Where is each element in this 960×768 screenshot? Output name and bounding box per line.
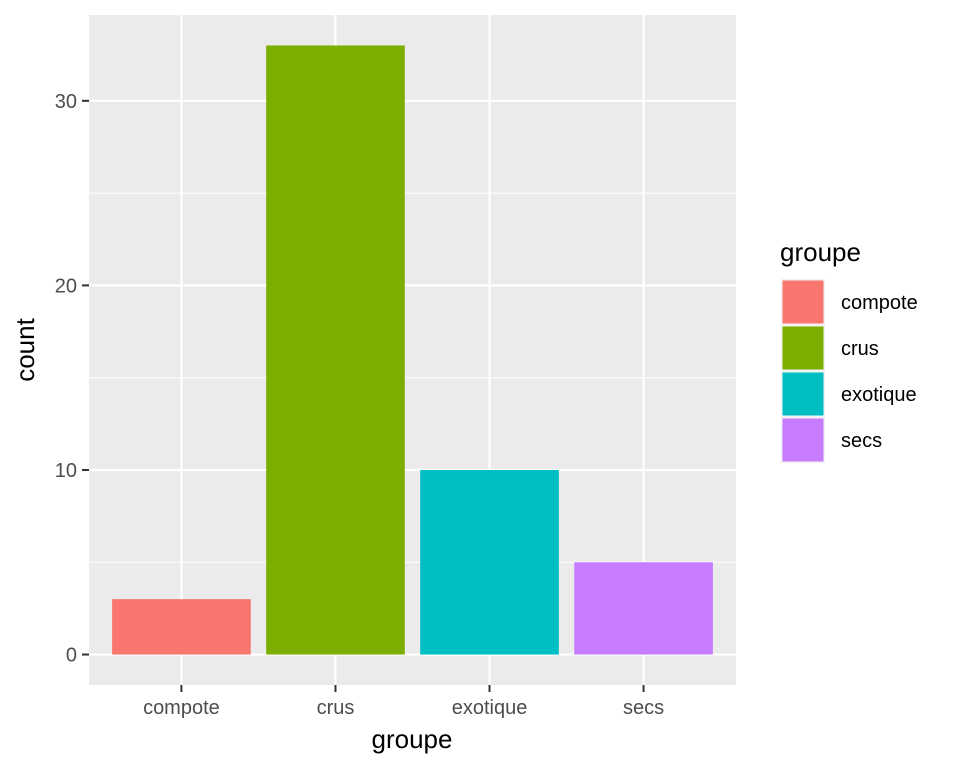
legend-swatch-secs [782, 418, 824, 462]
legend-swatch-crus [782, 326, 824, 370]
x-tick-label: exotique [452, 697, 528, 719]
y-axis: 0 10 20 30 [55, 91, 89, 667]
legend-label: compote [841, 292, 918, 314]
legend-swatch-exotique [782, 372, 824, 416]
x-tick-label: crus [317, 697, 355, 719]
bars [112, 45, 713, 655]
legend-label: secs [841, 430, 882, 452]
y-tick-label: 0 [66, 645, 77, 667]
y-tick-label: 30 [55, 91, 77, 113]
legend-label: crus [841, 338, 879, 360]
legend-title: groupe [780, 237, 861, 267]
x-tick-label: secs [623, 697, 664, 719]
y-tick-label: 10 [55, 460, 77, 482]
bar-secs [574, 562, 713, 655]
x-axis: compote crus exotique secs [143, 685, 664, 719]
x-axis-title: groupe [372, 724, 453, 754]
y-tick-label: 20 [55, 275, 77, 297]
legend: groupe compote crus exotique secs [780, 237, 918, 463]
bar-compote [112, 599, 251, 655]
legend-swatch-compote [782, 280, 824, 324]
legend-label: exotique [841, 384, 917, 406]
bar-exotique [420, 469, 559, 655]
bar-crus [266, 45, 405, 655]
y-axis-title: count [10, 317, 40, 381]
x-tick-label: compote [143, 697, 220, 719]
